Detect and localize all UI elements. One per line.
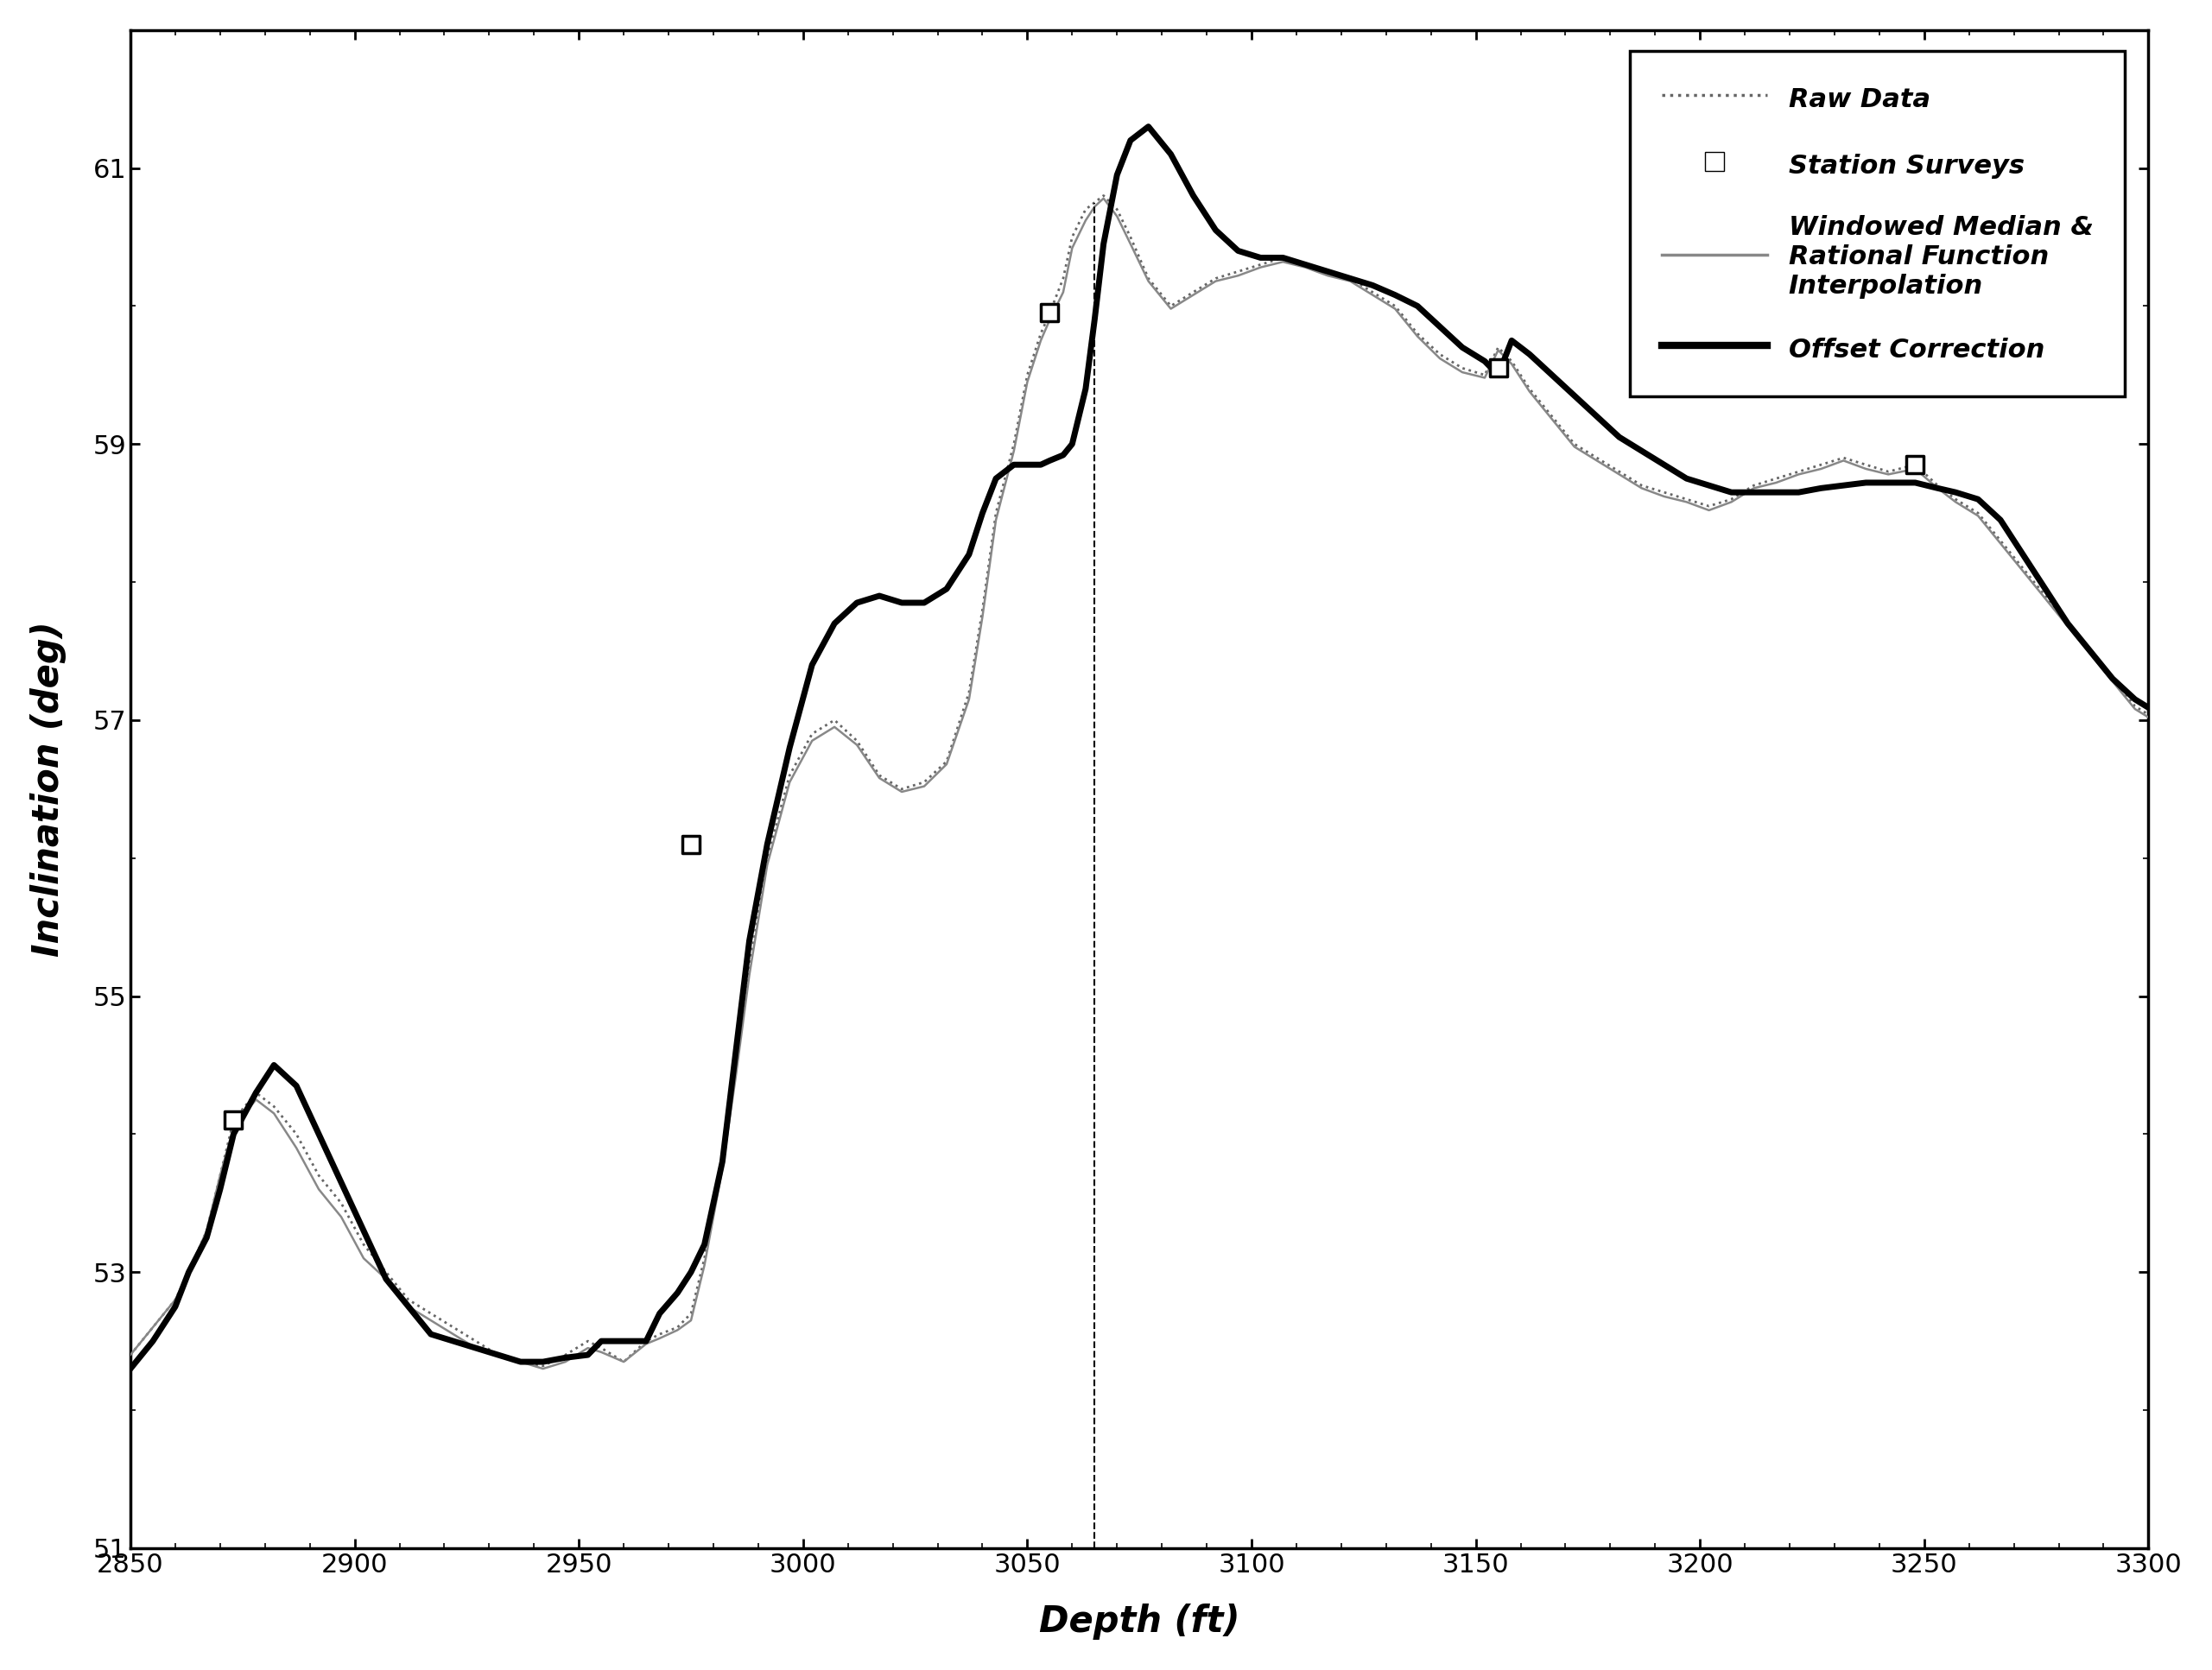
Point <box>1480 354 1515 381</box>
Y-axis label: Inclination (deg): Inclination (deg) <box>31 621 66 957</box>
Point <box>672 832 708 858</box>
Point <box>1033 299 1068 326</box>
Point <box>1898 451 1933 478</box>
X-axis label: Depth (ft): Depth (ft) <box>1040 1603 1241 1640</box>
Legend: Raw Data, Station Surveys, Windowed Median &
Rational Function
Interpolation, Of: Raw Data, Station Surveys, Windowed Medi… <box>1630 50 2126 396</box>
Point <box>217 1107 252 1134</box>
